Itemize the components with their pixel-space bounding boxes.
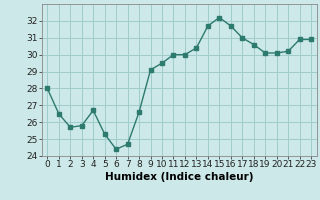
X-axis label: Humidex (Indice chaleur): Humidex (Indice chaleur) — [105, 172, 253, 182]
